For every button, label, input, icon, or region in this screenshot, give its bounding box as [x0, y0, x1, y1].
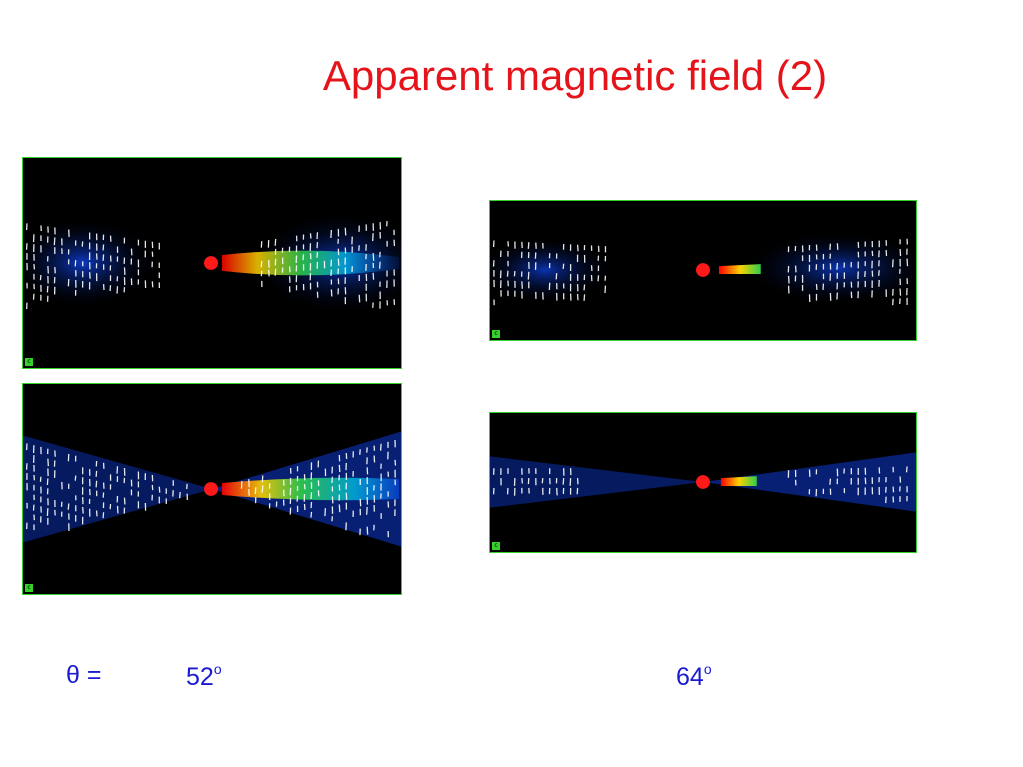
slide-title: Apparent magnetic field (2)	[322, 52, 828, 99]
panel-corner-icon: c	[492, 542, 500, 550]
panel-64-bottom: c	[489, 412, 917, 553]
angle-64-value: 64	[676, 663, 704, 691]
core-dot	[696, 475, 710, 489]
field-map-52-bottom	[23, 431, 401, 547]
angle-52-label: 52o	[186, 661, 222, 692]
panel-64-top: c	[489, 200, 917, 341]
panel-corner-icon: c	[25, 358, 33, 366]
core-dot	[696, 263, 710, 277]
angle-52-value: 52	[186, 663, 214, 691]
theta-label: θ =	[66, 661, 102, 689]
field-map-52-top	[23, 211, 401, 315]
panel-corner-icon: c	[492, 330, 500, 338]
core-dot	[204, 256, 218, 270]
field-map-64-top	[490, 230, 916, 306]
core-dot	[204, 482, 218, 496]
field-map-64-bottom	[490, 452, 916, 512]
degree-mark: o	[213, 661, 222, 677]
panel-52-bottom: c	[22, 383, 402, 595]
panel-corner-icon: c	[25, 584, 33, 592]
degree-mark: o	[703, 661, 712, 677]
angle-64-label: 64o	[676, 661, 712, 692]
panel-52-top: c	[22, 157, 402, 369]
